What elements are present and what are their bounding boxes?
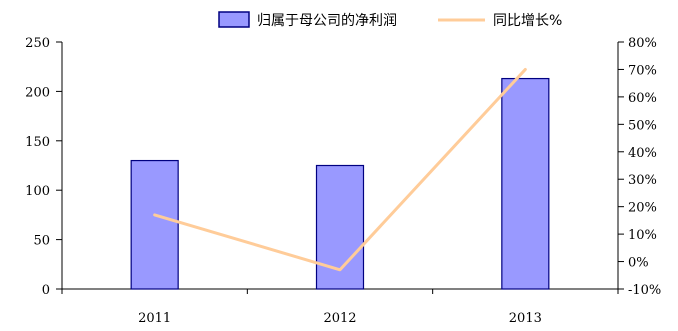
right-axis-ticks: -10% 0% 10% 20% 30% 40% 50% 60% 70% 80% <box>618 36 661 298</box>
x-axis-labels: 2011 2012 2013 <box>138 311 542 326</box>
x-tick-label: 2013 <box>509 311 542 326</box>
right-tick-label: 80% <box>628 36 657 51</box>
x-tick-label: 2012 <box>323 311 356 326</box>
left-tick-label: 150 <box>25 135 50 150</box>
right-tick-label: 50% <box>628 118 657 133</box>
left-tick-label: 0 <box>42 283 50 298</box>
growth-line <box>153 67 527 272</box>
x-tick-label: 2011 <box>138 311 171 326</box>
left-tick-label: 50 <box>33 234 50 249</box>
right-tick-label: 60% <box>628 91 657 106</box>
bar <box>315 164 365 290</box>
left-tick-label: 200 <box>25 85 50 100</box>
left-tick-label: 100 <box>25 184 50 199</box>
right-tick-label: 30% <box>628 173 657 188</box>
legend-swatch-bar <box>218 11 250 28</box>
right-tick-label: 70% <box>628 63 657 78</box>
legend-label-bar: 归属于母公司的净利润 <box>257 12 397 29</box>
left-axis-ticks: 0 50 100 150 200 250 <box>25 36 62 298</box>
right-tick-label: 0% <box>628 256 649 271</box>
left-tick-label: 250 <box>25 36 50 51</box>
legend-label-line: 同比增长% <box>493 13 562 29</box>
right-tick-label: 40% <box>628 146 657 161</box>
right-tick-label: 10% <box>628 228 657 243</box>
right-tick-label: -10% <box>628 283 661 298</box>
legend: 归属于母公司的净利润 同比增长% <box>218 11 562 29</box>
bar <box>130 159 179 290</box>
right-tick-label: 20% <box>628 201 657 216</box>
line-series <box>153 67 527 272</box>
bar-series <box>130 77 550 290</box>
bar <box>501 77 550 290</box>
